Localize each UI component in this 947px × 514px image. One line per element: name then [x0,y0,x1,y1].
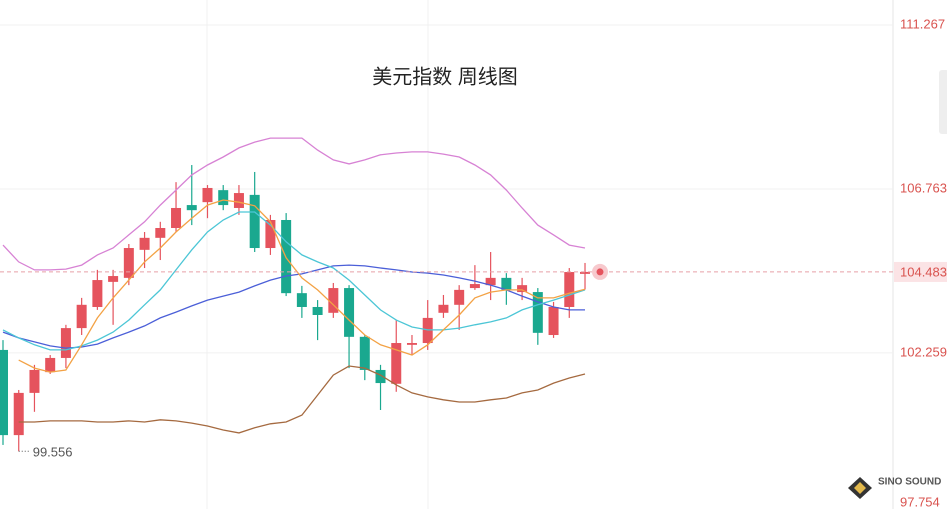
candle-body [312,306,323,315]
candle-body [406,343,417,345]
candle-body [564,272,575,307]
candle-body [108,276,119,282]
indicator-line [18,199,586,373]
candle-body [155,228,166,238]
candle-body [123,248,134,278]
indicator-line [2,264,585,349]
side-button[interactable] [939,70,947,134]
candle-body [359,336,370,370]
y-tick-label: 111.267 [900,16,945,31]
candle-body [265,219,276,249]
candle-body [501,277,512,290]
chart-title: 美元指数 周线图 [372,65,518,88]
y-tick-label: 97.754 [900,494,940,509]
candle-body [92,280,103,307]
last-price-box [894,261,947,282]
watermark-logo: SINO SOUND [848,477,941,499]
candle-body [171,207,182,229]
y-tick-label: 106.763 [900,180,947,195]
candle-body [60,328,71,358]
candle-body [469,284,480,289]
candle-body [76,304,87,329]
last-price-label: 104.483 [900,264,947,279]
candle-body [186,205,197,211]
candle-body [391,343,402,384]
indicator-line [2,137,586,271]
last-price-dot [596,268,604,276]
candle-body [532,292,543,333]
candle-body [580,271,591,274]
candle-body [218,190,229,206]
candle-body [29,369,40,393]
candle-body [454,289,465,305]
y-tick-label: 102.259 [900,344,947,359]
candle-body [328,288,339,313]
candle-body [202,187,213,203]
candle-body [485,277,496,286]
candle-body [249,194,260,249]
candle-body [233,193,244,208]
candle-body [139,237,150,250]
plot [0,137,591,452]
candle-body [344,288,355,337]
indicator-line [2,211,586,351]
candle-body [438,304,449,313]
low-annotation: 99.556 [33,445,73,460]
candle-body [0,349,8,436]
candle-body [45,357,56,373]
candle-body [13,392,24,436]
watermark: SINO SOUND [878,477,941,488]
candle-body [296,293,307,307]
indicator-line [18,365,586,434]
candle-body [375,369,386,384]
candle-body [517,285,528,293]
candle-body [548,306,559,336]
